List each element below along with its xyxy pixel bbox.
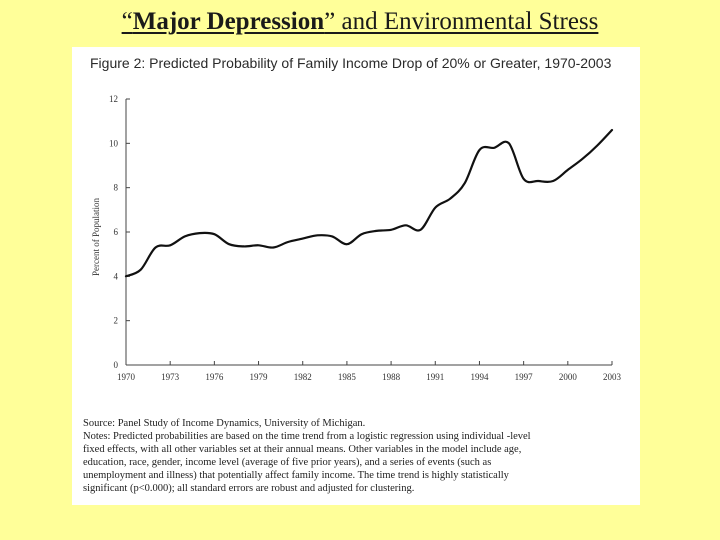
chart-axes: 0 2 4 6 8 10 12 1970 1973 1976 1979 1982 1985 1988 199… (91, 94, 622, 382)
notes-line: education, race, gender, income level (a… (83, 457, 492, 468)
y-axis-label: Percent of Population (91, 198, 101, 276)
series-line (124, 128, 614, 278)
y-tick-label: 8 (114, 183, 119, 193)
x-tick-label: 1994 (470, 372, 489, 382)
x-tick-label: 1991 (426, 372, 444, 382)
notes-line: Notes: Predicted probabilities are based… (83, 431, 531, 442)
title-bold-text: Major Depression (132, 8, 325, 35)
y-tick-label: 12 (109, 94, 118, 104)
notes-line: significant (p<0.000); all standard erro… (83, 483, 415, 494)
x-tick-label: 1970 (117, 372, 136, 382)
y-tick-label: 6 (114, 227, 119, 237)
x-tick-label: 1985 (338, 372, 357, 382)
line-chart: 0 2 4 6 8 10 12 1970 1973 1976 1979 1982 1985 1988 199… (91, 94, 622, 382)
notes-line: unemployment and illness) that potential… (83, 470, 509, 481)
x-tick-label: 1997 (515, 372, 534, 382)
y-tick-label: 10 (109, 138, 119, 148)
y-tick-label: 2 (114, 316, 119, 326)
x-tick-label: 2000 (559, 372, 578, 382)
title-open-quote: “ (121, 8, 133, 35)
notes-line: fixed effects, with all other variables … (83, 444, 522, 455)
x-tick-label: 1982 (294, 372, 312, 382)
y-tick-label: 4 (114, 271, 119, 281)
figure-notes: Source: Panel Study of Income Dynamics, … (83, 417, 633, 495)
source-line: Source: Panel Study of Income Dynamics, … (83, 418, 366, 429)
figure-panel: Figure 2: Predicted Probability of Famil… (72, 47, 640, 505)
x-tick-label: 1976 (205, 372, 224, 382)
chart-series (124, 128, 614, 278)
x-tick-label: 2003 (603, 372, 622, 382)
figure-caption: Figure 2: Predicted Probability of Famil… (90, 55, 612, 71)
slide-title: “Major Depression” and Environmental Str… (0, 8, 720, 36)
x-tick-label: 1979 (250, 372, 269, 382)
y-tick-label: 0 (114, 360, 119, 370)
x-tick-label: 1973 (161, 372, 180, 382)
title-rest-text: ” and Environmental Stress (324, 8, 599, 35)
x-tick-label: 1988 (382, 372, 401, 382)
